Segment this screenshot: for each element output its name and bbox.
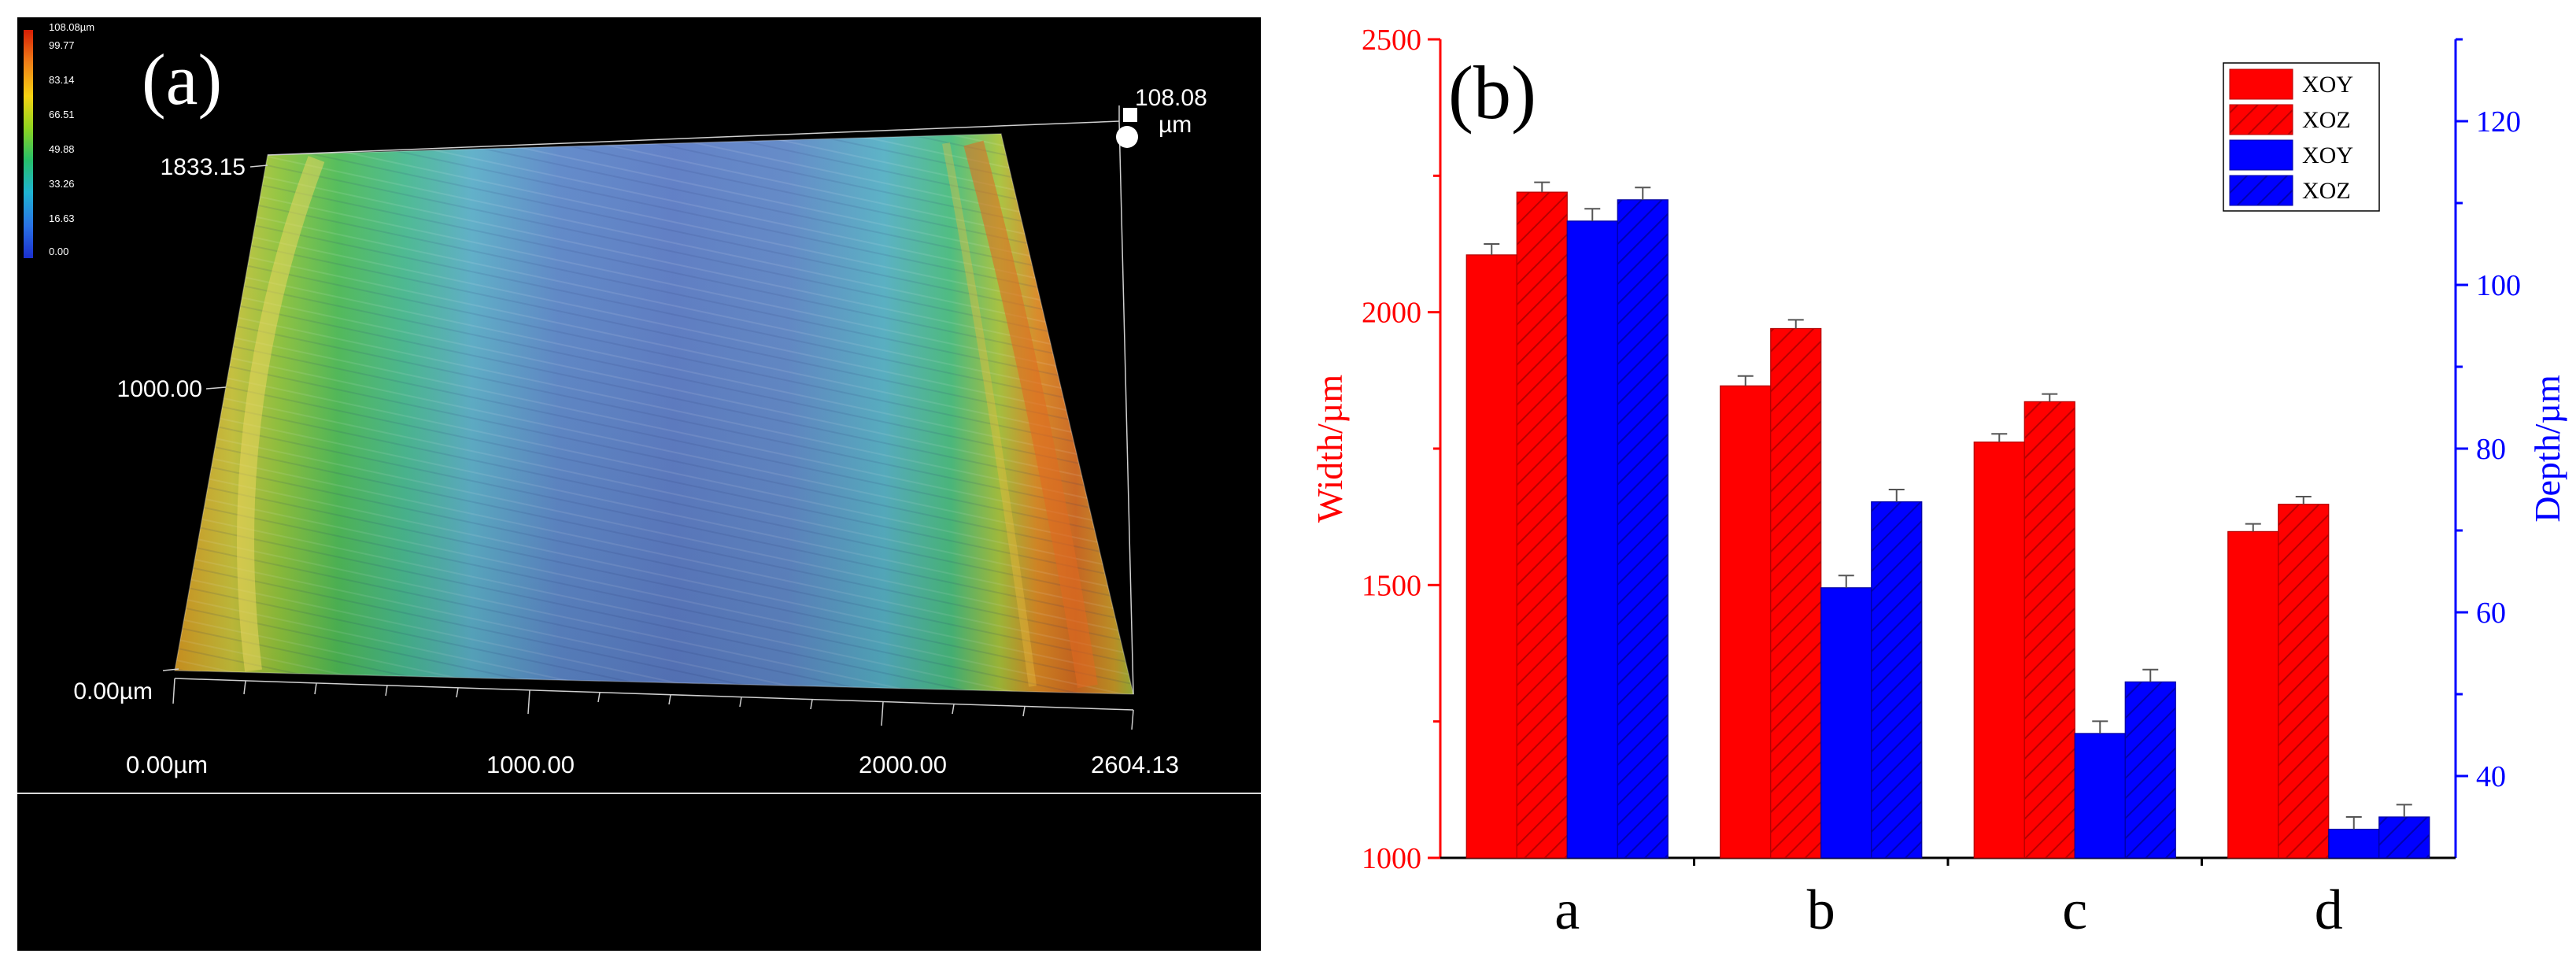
- y-tick-label: 1833.15: [161, 154, 246, 180]
- left-tick-label: 2500: [1362, 24, 1421, 57]
- colorbar-tick: 16.63: [49, 213, 75, 224]
- bar-chart-panel: 1000 1500 2000 2500 40 60 80 100 120 Width/µm Dept…: [1291, 0, 2576, 968]
- chart-labels: 1000 1500 2000 2500 40 60 80 100 120 Width/µm Dept…: [1310, 24, 2567, 941]
- bar-xoy-depth: [2328, 828, 2380, 859]
- x-tick-label: a: [1554, 878, 1580, 941]
- x-tick-label: 2604.13: [1091, 751, 1179, 778]
- bar-xoy-width: [1720, 385, 1772, 859]
- legend-swatch: [2229, 68, 2293, 100]
- surface-profile-panel: 108.08µm 99.77 83.14 66.51 49.88 33.26 1…: [17, 17, 1261, 951]
- y-axis-ticks: [162, 164, 268, 671]
- chart-legend: XOY XOZ XOY XOZ: [2223, 62, 2380, 212]
- right-tick-label: 120: [2476, 105, 2521, 139]
- legend-swatch: [2229, 175, 2293, 206]
- bar-xoz-width: [1770, 327, 1822, 859]
- y-tick-label: 0.00µm: [73, 678, 153, 704]
- right-tick-label: 80: [2476, 433, 2506, 466]
- surface-mesh: [174, 133, 1134, 695]
- legend-label: XOZ: [2302, 107, 2351, 133]
- bar-xoy-width: [2227, 530, 2279, 859]
- max-height-unit: µm: [1159, 112, 1192, 138]
- bar-xoy-depth: [1566, 220, 1618, 859]
- bar-xoz-depth: [2124, 681, 2176, 859]
- x-tick-label: 2000.00: [859, 751, 947, 778]
- x-tick-label: d: [2315, 878, 2343, 941]
- legend-swatch: [2229, 104, 2293, 135]
- colorbar-tick: 108.08µm: [49, 21, 94, 33]
- bar-xoy-width: [1973, 442, 2025, 859]
- surface-profile-svg: 108.08µm 99.77 83.14 66.51 49.88 33.26 1…: [17, 21, 1261, 794]
- left-tick-label: 2000: [1362, 297, 1421, 330]
- bar-xoz-depth: [1871, 501, 1923, 859]
- panel-label-a: (a): [142, 39, 222, 120]
- legend-label: XOZ: [2302, 178, 2351, 204]
- x-tick-label: 1000.00: [486, 751, 575, 778]
- bar-xoz-width: [1516, 191, 1568, 859]
- legend-swatch: [2229, 139, 2293, 171]
- y-axis-title-left: Width/µm: [1310, 375, 1350, 523]
- bar-chart-svg: 1000 1500 2000 2500 40 60 80 100 120 Width/µm Dept…: [1310, 24, 2567, 941]
- bar-xoz-depth: [1617, 199, 1669, 859]
- right-tick-label: 60: [2476, 597, 2506, 630]
- max-square-marker: [1123, 108, 1137, 122]
- bar-xoz-depth: [2378, 816, 2430, 859]
- colorbar-tick: 83.14: [49, 74, 75, 86]
- x-axis-ticks: [172, 678, 1134, 730]
- bar-xoy-depth: [2074, 733, 2126, 859]
- bar-xoz-width: [2023, 401, 2075, 859]
- max-circle-marker: [1116, 126, 1138, 148]
- x-tick-label: b: [1807, 878, 1835, 941]
- bar-xoz-width: [2278, 504, 2330, 859]
- colorbar-tick: 0.00: [49, 246, 68, 257]
- x-tick-label: c: [2062, 878, 2087, 941]
- bar-xoy-depth: [1820, 587, 1872, 859]
- max-height-value: 108.08: [1135, 85, 1207, 111]
- bar-xoy-width: [1465, 254, 1517, 859]
- legend-label: XOY: [2302, 72, 2353, 98]
- left-tick-label: 1500: [1362, 569, 1421, 602]
- colorbar: 108.08µm 99.77 83.14 66.51 49.88 33.26 1…: [24, 21, 94, 258]
- colorbar-tick: 66.51: [49, 109, 75, 120]
- legend-label: XOY: [2302, 142, 2353, 168]
- colorbar-gradient: [24, 30, 33, 258]
- surface-axes: [174, 105, 1134, 711]
- x-tick-label: 0.00µm: [126, 751, 208, 778]
- colorbar-tick: 49.88: [49, 143, 75, 155]
- panel-label-b: (b): [1448, 50, 1536, 135]
- right-tick-label: 100: [2476, 269, 2521, 302]
- right-tick-label: 40: [2476, 760, 2506, 793]
- colorbar-tick: 33.26: [49, 178, 75, 190]
- y-axis-title-right: Depth/µm: [2527, 375, 2567, 523]
- y-tick-label: 1000.00: [117, 376, 202, 402]
- chart-bars: [1465, 181, 2430, 859]
- left-tick-label: 1000: [1362, 842, 1421, 875]
- colorbar-tick: 99.77: [49, 39, 75, 51]
